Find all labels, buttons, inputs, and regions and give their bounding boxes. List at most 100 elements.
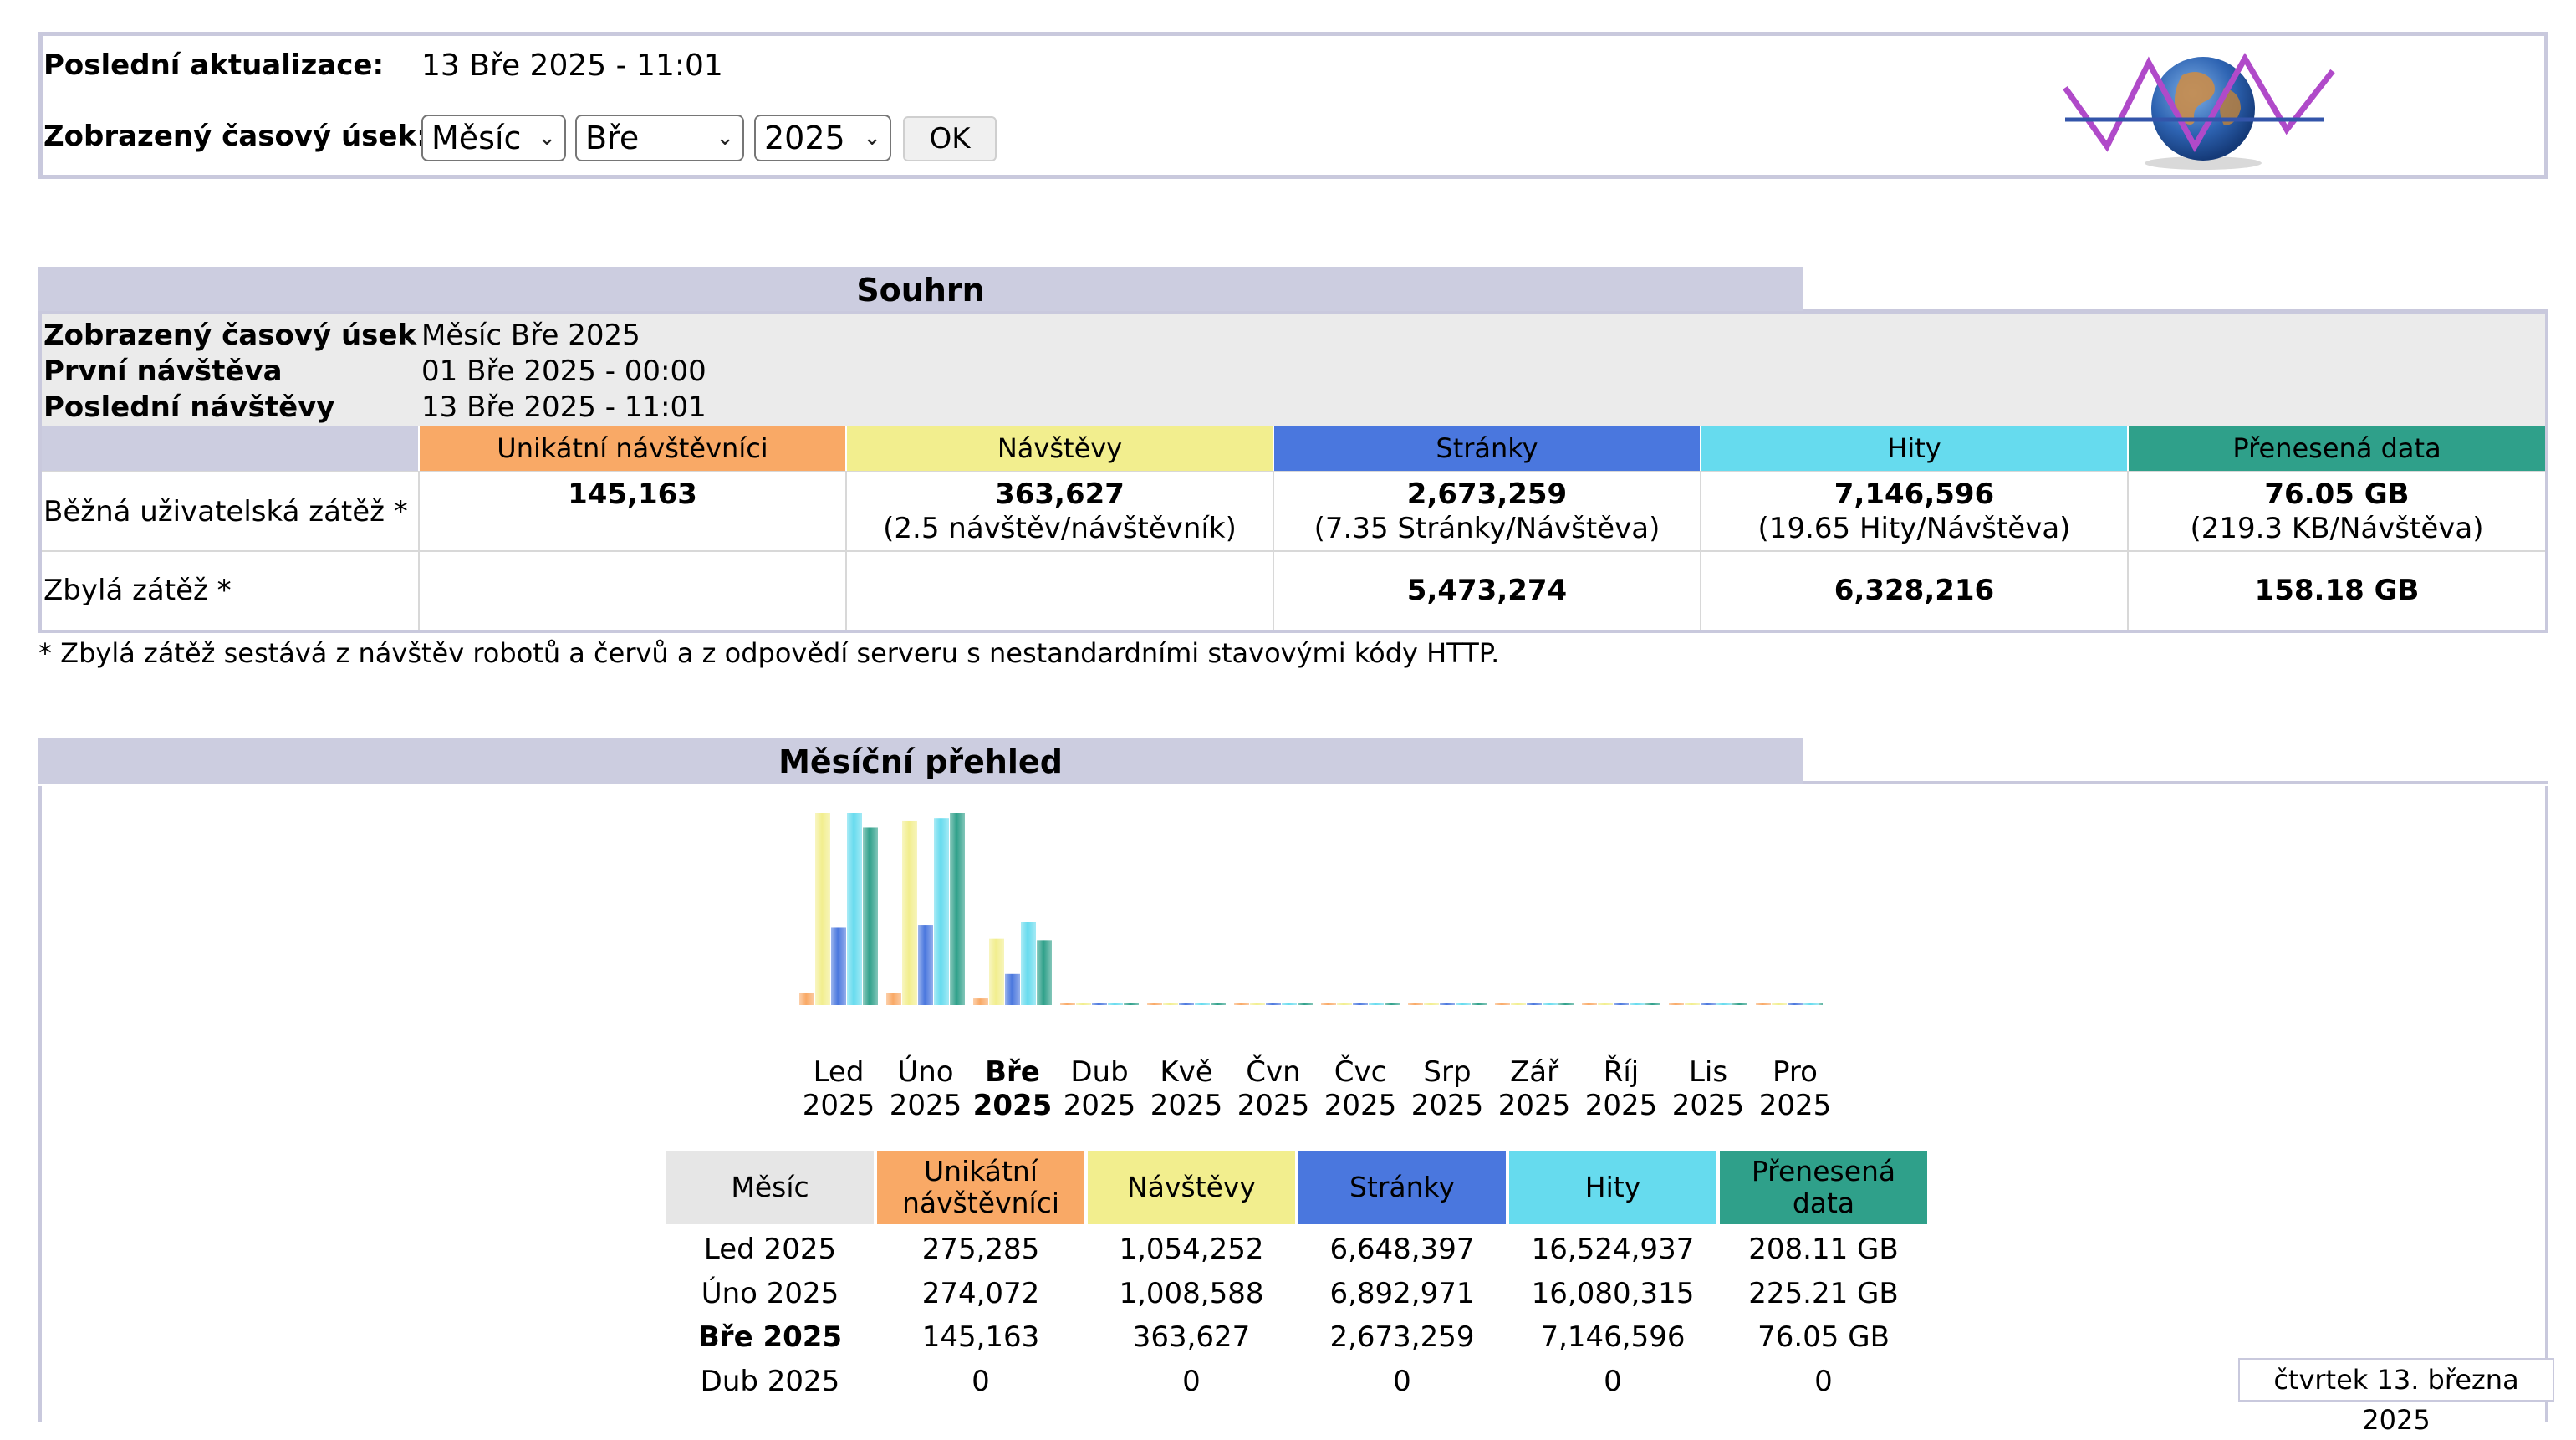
- info-value-last-visit: 13 Bře 2025 - 11:01: [421, 391, 706, 424]
- month-label[interactable]: Kvě 2025: [1145, 1055, 1228, 1122]
- bar-hity-11: [1803, 1003, 1819, 1005]
- month-label[interactable]: Led 2025: [797, 1055, 880, 1122]
- month-label-year: 2025: [802, 1089, 875, 1122]
- month-label[interactable]: Čvc 2025: [1319, 1055, 1402, 1122]
- bar-přenesená-data-2: [1037, 940, 1052, 1005]
- month-label-name: Pro: [1773, 1055, 1818, 1089]
- month-label-year: 2025: [1150, 1089, 1223, 1122]
- bar-unikátní-návštěvníci-11: [1756, 1003, 1771, 1005]
- period-month-select[interactable]: Bře ⌄: [575, 115, 744, 161]
- table-cell: 6,892,971: [1329, 1276, 1475, 1310]
- table-cell: 6,648,397: [1329, 1233, 1475, 1266]
- table-row-month[interactable]: Led 2025: [703, 1233, 837, 1266]
- bar-hity-8: [1543, 1003, 1558, 1005]
- table-row-month[interactable]: Dub 2025: [700, 1364, 840, 1398]
- col-header-visits: Návštěvy: [847, 426, 1273, 471]
- bar-návštěvy-8: [1511, 1003, 1526, 1005]
- month-label[interactable]: Dub 2025: [1058, 1055, 1141, 1122]
- month-label-year: 2025: [1324, 1089, 1397, 1122]
- month-label-name: Bře: [985, 1055, 1040, 1089]
- period-month-value: Bře: [585, 120, 640, 156]
- period-year-value: 2025: [764, 120, 845, 156]
- footnote: * Zbylá zátěž sestává z návštěv robotů a…: [38, 637, 1500, 669]
- table-cell: 0: [972, 1364, 990, 1398]
- month-label-name: Kvě: [1160, 1055, 1213, 1089]
- bar-přenesená-data-5: [1298, 1003, 1313, 1005]
- bar-návštěvy-11: [1772, 1003, 1787, 1005]
- row-label-regular-load: Běžná uživatelská zátěž *: [43, 495, 408, 529]
- regular-visits-ratio: (2.5 návštěv/návštěvník): [883, 512, 1237, 545]
- last-update-value: 13 Bře 2025 - 11:01: [421, 49, 723, 83]
- bar-stránky-8: [1527, 1003, 1542, 1005]
- month-label-year: 2025: [1410, 1089, 1484, 1122]
- bar-hity-3: [1108, 1003, 1123, 1005]
- other-pages: 5,473,274: [1406, 574, 1568, 607]
- month-label[interactable]: Zář 2025: [1492, 1055, 1576, 1122]
- monthly-title-rule: [1803, 781, 2548, 784]
- last-update-label: Poslední aktualizace:: [43, 49, 385, 82]
- month-label[interactable]: Úno 2025: [884, 1055, 967, 1122]
- month-label-name: Čvn: [1246, 1055, 1301, 1089]
- bar-unikátní-návštěvníci-0: [799, 992, 814, 1005]
- bar-stránky-3: [1092, 1003, 1107, 1005]
- regular-hits: 7,146,596: [1834, 477, 1995, 511]
- period-year-select[interactable]: 2025 ⌄: [754, 115, 891, 161]
- bar-přenesená-data-8: [1558, 1003, 1574, 1005]
- row-divider: [42, 471, 2545, 472]
- table-cell: 363,627: [1132, 1320, 1251, 1354]
- bar-návštěvy-4: [1163, 1003, 1178, 1005]
- col-header-unique-visitors: Unikátní návštěvníci: [420, 426, 845, 471]
- regular-unique-visitors: 145,163: [568, 477, 697, 511]
- row-divider: [42, 550, 2545, 552]
- mt-header-hits: Hity: [1509, 1151, 1716, 1224]
- chevron-down-icon: ⌄: [863, 125, 881, 151]
- regular-pages-ratio: (7.35 Stránky/Návštěva): [1314, 512, 1660, 545]
- regular-visits: 363,627: [995, 477, 1125, 511]
- table-cell: 16,524,937: [1531, 1233, 1695, 1266]
- bar-návštěvy-0: [815, 813, 830, 1005]
- month-label-name: Úno: [897, 1055, 954, 1089]
- table-cell: 7,146,596: [1540, 1320, 1686, 1354]
- table-cell: 225.21 GB: [1748, 1276, 1899, 1310]
- month-label[interactable]: Pro 2025: [1753, 1055, 1837, 1122]
- col-divider: [1700, 471, 1701, 630]
- col-divider: [2127, 471, 2129, 630]
- month-label[interactable]: Bře 2025: [971, 1055, 1054, 1122]
- month-label[interactable]: Říj 2025: [1579, 1055, 1663, 1122]
- table-cell: 145,163: [921, 1320, 1040, 1354]
- month-label-year: 2025: [1584, 1089, 1658, 1122]
- regular-hits-ratio: (19.65 Hity/Návštěva): [1757, 512, 2071, 545]
- bar-hity-7: [1456, 1003, 1471, 1005]
- month-label-year: 2025: [1758, 1089, 1832, 1122]
- bar-unikátní-návštěvníci-3: [1060, 1003, 1075, 1005]
- table-cell: 1,008,588: [1119, 1276, 1264, 1310]
- month-label-name: Zář: [1509, 1055, 1559, 1089]
- month-label-name: Dub: [1070, 1055, 1129, 1089]
- mt-header-transferred: Přenesená data: [1720, 1151, 1927, 1224]
- chevron-down-icon: ⌄: [716, 125, 734, 151]
- month-label[interactable]: Srp 2025: [1405, 1055, 1489, 1122]
- table-cell: 0: [1393, 1364, 1411, 1398]
- info-label-first-visit: První návštěva: [43, 355, 283, 388]
- bar-přenesená-data-9: [1645, 1003, 1660, 1005]
- other-hits: 6,328,216: [1834, 574, 1995, 607]
- month-label-name: Lis: [1688, 1055, 1728, 1089]
- bar-návštěvy-10: [1685, 1003, 1700, 1005]
- bar-hity-0: [847, 813, 862, 1005]
- table-row-month[interactable]: Bře 2025: [697, 1320, 843, 1354]
- bar-unikátní-návštěvníci-10: [1669, 1003, 1684, 1005]
- month-label-year: 2025: [972, 1089, 1053, 1122]
- mt-header-pages: Stránky: [1298, 1151, 1506, 1224]
- bar-návštěvy-9: [1598, 1003, 1613, 1005]
- table-cell: 1,054,252: [1119, 1233, 1264, 1266]
- period-type-select[interactable]: Měsíc ⌄: [421, 115, 566, 161]
- ok-button[interactable]: OK: [903, 116, 997, 161]
- table-row-month[interactable]: Úno 2025: [701, 1276, 839, 1310]
- row-label-other-load: Zbylá zátěž *: [43, 574, 232, 607]
- month-label[interactable]: Lis 2025: [1666, 1055, 1750, 1122]
- monthly-panel: [38, 786, 2548, 1422]
- bar-přenesená-data-0: [863, 827, 878, 1005]
- bar-hity-5: [1282, 1003, 1297, 1005]
- bar-přenesená-data-3: [1124, 1003, 1139, 1005]
- month-label[interactable]: Čvn 2025: [1232, 1055, 1315, 1122]
